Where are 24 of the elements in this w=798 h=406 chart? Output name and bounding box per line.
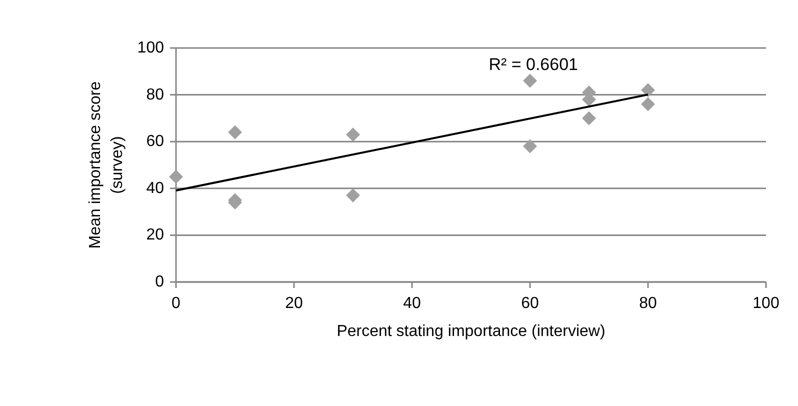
point xyxy=(346,188,360,202)
point xyxy=(346,128,360,142)
y-tick-label: 100 xyxy=(137,40,164,56)
point xyxy=(582,111,596,126)
point xyxy=(523,74,537,88)
y-tick-label: 60 xyxy=(146,133,164,150)
y-tick-label: 80 xyxy=(146,86,164,104)
point xyxy=(169,170,183,184)
y-tick-label: 20 xyxy=(146,226,164,244)
x-tick-label: 0 xyxy=(172,295,181,312)
point xyxy=(641,97,655,112)
point xyxy=(228,125,242,140)
x-axis-title: Percent stating importance (interview) xyxy=(336,323,606,340)
x-tick-label: 100 xyxy=(752,295,780,312)
y-tick-label: 0 xyxy=(155,274,164,290)
y-tick-label: 40 xyxy=(146,180,164,197)
x-tick-label: 80 xyxy=(639,295,657,312)
x-tick-label: 40 xyxy=(403,295,421,312)
x-tick-label: 20 xyxy=(285,295,303,312)
y-axis-title: Mean importance score (survey) xyxy=(87,81,126,249)
point xyxy=(523,139,537,154)
point xyxy=(641,83,655,98)
x-tick-label: 60 xyxy=(521,295,539,312)
annotation: R² = 0.6601 xyxy=(488,55,578,74)
